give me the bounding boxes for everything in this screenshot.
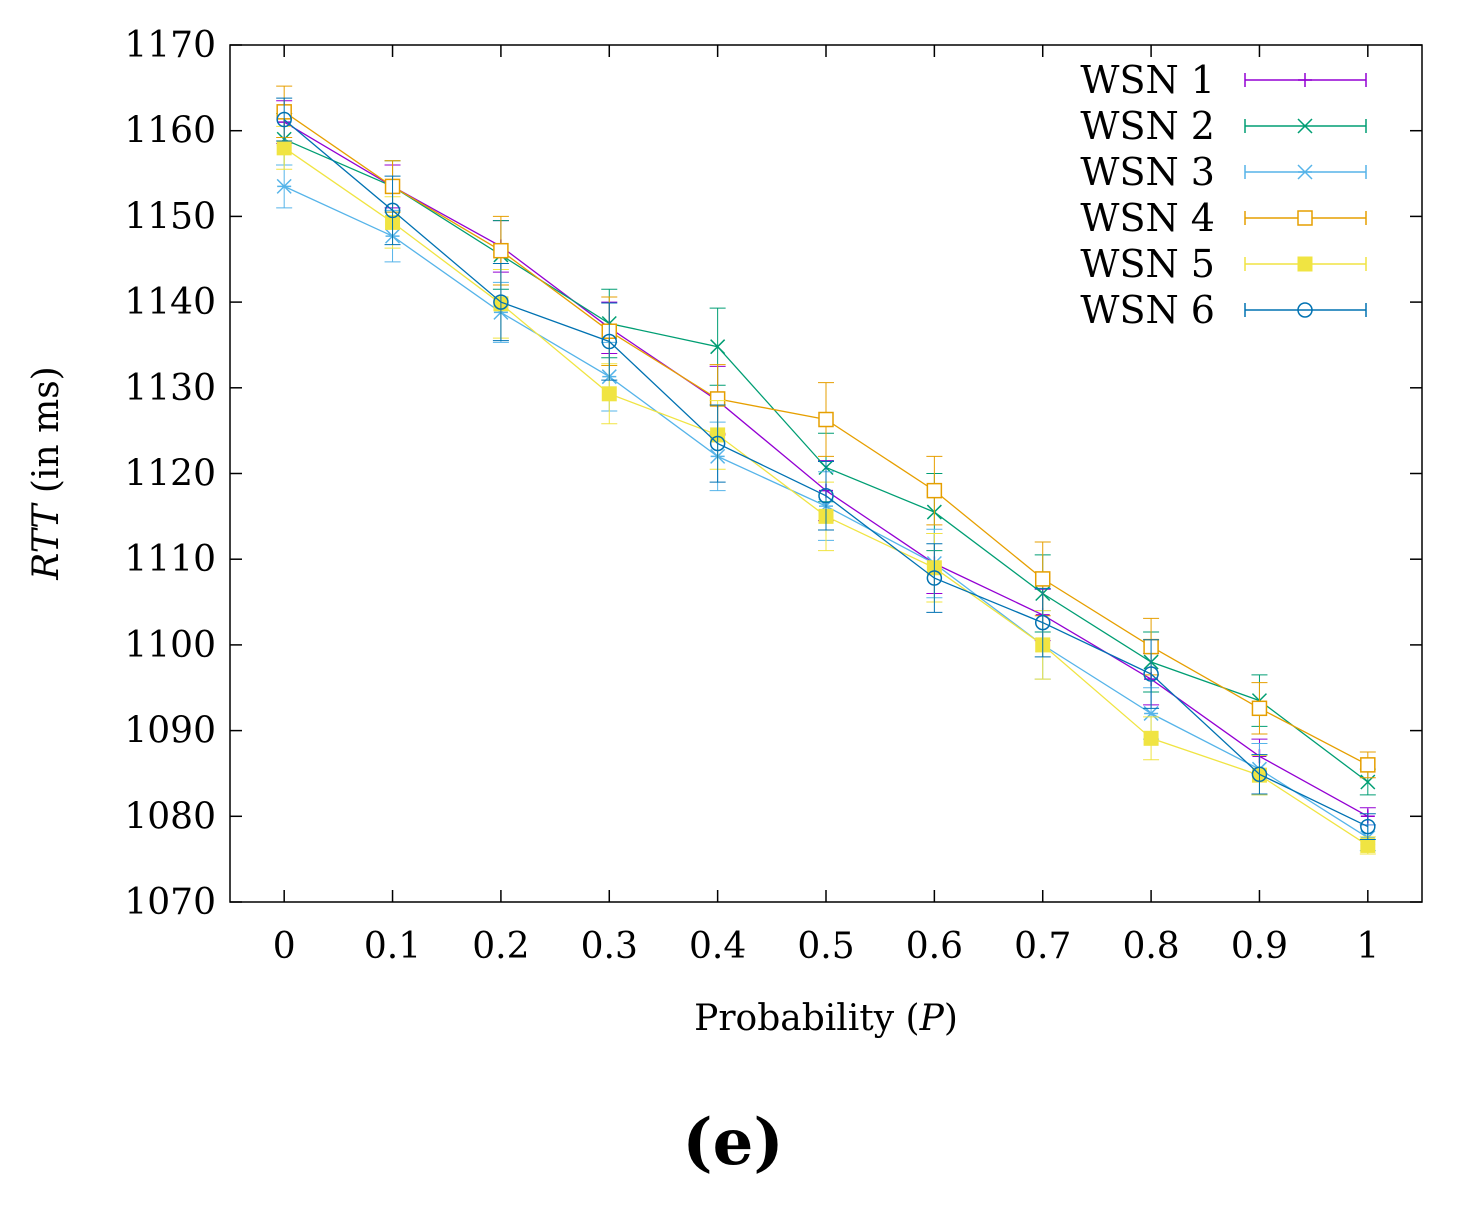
legend-label: WSN 6	[1080, 288, 1215, 332]
x-axis-title-suffix: )	[944, 998, 958, 1039]
legend-label: WSN 1	[1080, 58, 1215, 102]
data-point	[709, 435, 726, 452]
legend-sample	[1244, 73, 1367, 87]
data-point	[1143, 730, 1159, 746]
data-point	[1360, 757, 1376, 773]
series-6	[276, 97, 1376, 840]
data-point	[493, 242, 509, 259]
legend-label: WSN 5	[1080, 242, 1215, 286]
data-point	[276, 111, 292, 128]
y-tick-label: 1170	[124, 25, 216, 66]
y-tick-label: 1160	[124, 111, 216, 152]
series-layer	[276, 85, 1376, 855]
x-tick-label: 1	[1356, 926, 1379, 967]
data-point	[276, 140, 292, 156]
legend-marker	[1297, 210, 1313, 226]
legend-marker	[1297, 302, 1313, 318]
data-point	[818, 488, 834, 504]
legend-marker	[1298, 73, 1312, 87]
data-point	[926, 570, 943, 586]
y-axis-title-var: RTT	[26, 502, 67, 581]
legend-sample	[1244, 256, 1367, 272]
y-tick-label: 1120	[124, 454, 216, 495]
legend-label: WSN 2	[1080, 104, 1215, 148]
error-bar	[1359, 813, 1376, 840]
data-point	[384, 202, 401, 219]
legend-sample	[1244, 302, 1367, 318]
legend-label: WSN 4	[1080, 196, 1215, 240]
legend-marker	[1297, 118, 1313, 134]
x-tick-label: 0.8	[1122, 926, 1179, 967]
data-point	[1360, 837, 1376, 853]
data-point	[601, 333, 618, 350]
error-bar	[276, 97, 293, 142]
x-tick-label: 0.1	[364, 926, 421, 967]
x-tick-label: 0.3	[581, 926, 638, 967]
data-point	[818, 411, 834, 428]
x-tick-label: 0	[273, 926, 296, 967]
data-point	[1360, 818, 1376, 835]
legend-sample	[1244, 210, 1367, 226]
x-axis-title-prefix: Probability (	[694, 998, 920, 1039]
series-line	[283, 119, 1369, 828]
data-point	[1251, 766, 1268, 783]
legend-sample	[1244, 164, 1367, 180]
legend-label: WSN 3	[1080, 150, 1215, 194]
legend-marker	[1297, 256, 1313, 272]
x-axis-title: Probability (P)	[694, 998, 958, 1039]
y-axis-title: RTT (in ms)	[26, 366, 67, 580]
x-axis: 0 0.1 0.2 0.3 0.4 0.5 0.6 0.7 0.8 0.9 1	[273, 45, 1379, 967]
y-tick-label: 1090	[124, 711, 216, 752]
data-point	[1034, 571, 1051, 587]
x-tick-label: 0.7	[1014, 926, 1071, 967]
x-axis-title-var: P	[919, 998, 945, 1039]
y-tick-label: 1140	[124, 282, 216, 323]
x-tick-label: 0.6	[906, 926, 963, 967]
x-tick-label: 0.9	[1231, 926, 1288, 967]
y-tick-label: 1110	[124, 539, 216, 580]
data-point	[1143, 666, 1159, 682]
y-tick-label: 1150	[124, 196, 216, 237]
series-4	[276, 85, 1376, 779]
data-point	[1251, 700, 1268, 717]
data-point	[493, 294, 509, 310]
y-axis: 1070 1080 1090 1100 1110 1120 1130 1140 1150 1160…	[124, 25, 1422, 923]
panel-label: (e)	[682, 1105, 784, 1180]
data-point	[276, 178, 292, 194]
y-tick-label: 1100	[124, 625, 216, 666]
legend-marker	[1297, 164, 1313, 180]
y-tick-label: 1080	[124, 796, 216, 837]
data-point	[710, 339, 726, 355]
legend-sample	[1244, 118, 1367, 134]
data-point	[926, 482, 943, 499]
y-tick-label: 1070	[124, 882, 216, 923]
data-point	[601, 386, 617, 402]
x-tick-label: 0.4	[689, 926, 746, 967]
y-tick-label: 1130	[124, 368, 216, 409]
x-tick-label: 0.5	[797, 926, 854, 967]
y-axis-title-suffix: (in ms)	[26, 366, 67, 504]
x-tick-label: 0.2	[472, 926, 529, 967]
data-point	[1034, 614, 1051, 631]
